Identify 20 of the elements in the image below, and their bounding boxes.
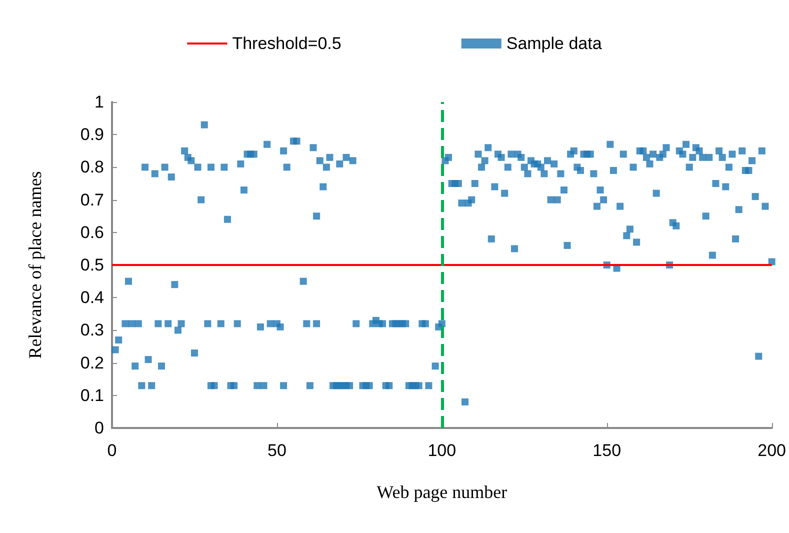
y-tick-label: 0.8 <box>80 158 104 177</box>
y-tick-label: 0.3 <box>80 320 104 340</box>
y-tick-label: 0.2 <box>80 353 104 372</box>
x-tick-label: 150 <box>592 441 622 460</box>
y-tick-label: 0.9 <box>80 125 104 144</box>
y-tick-label: 0.5 <box>80 256 104 274</box>
y-axis-title: Relevance of place names <box>25 171 45 359</box>
y-tick-label: 0.4 <box>80 288 104 308</box>
x-tick-label: 100 <box>428 441 456 460</box>
x-tick-label: 50 <box>267 441 286 460</box>
y-tick-label: 0 <box>94 418 104 438</box>
y-tick-label: 0.7 <box>80 190 104 210</box>
x-tick-label: 0 <box>107 441 117 460</box>
y-tick-label: 0.6 <box>80 222 104 242</box>
legend-label: Sample data <box>506 34 602 53</box>
x-tick-label: 200 <box>758 441 786 460</box>
y-tick-label: 0.1 <box>80 386 104 405</box>
y-tick-label: 1 <box>94 92 104 112</box>
x-axis-title: Web page number <box>376 482 508 502</box>
legend-label: Threshold=0.5 <box>232 34 342 53</box>
